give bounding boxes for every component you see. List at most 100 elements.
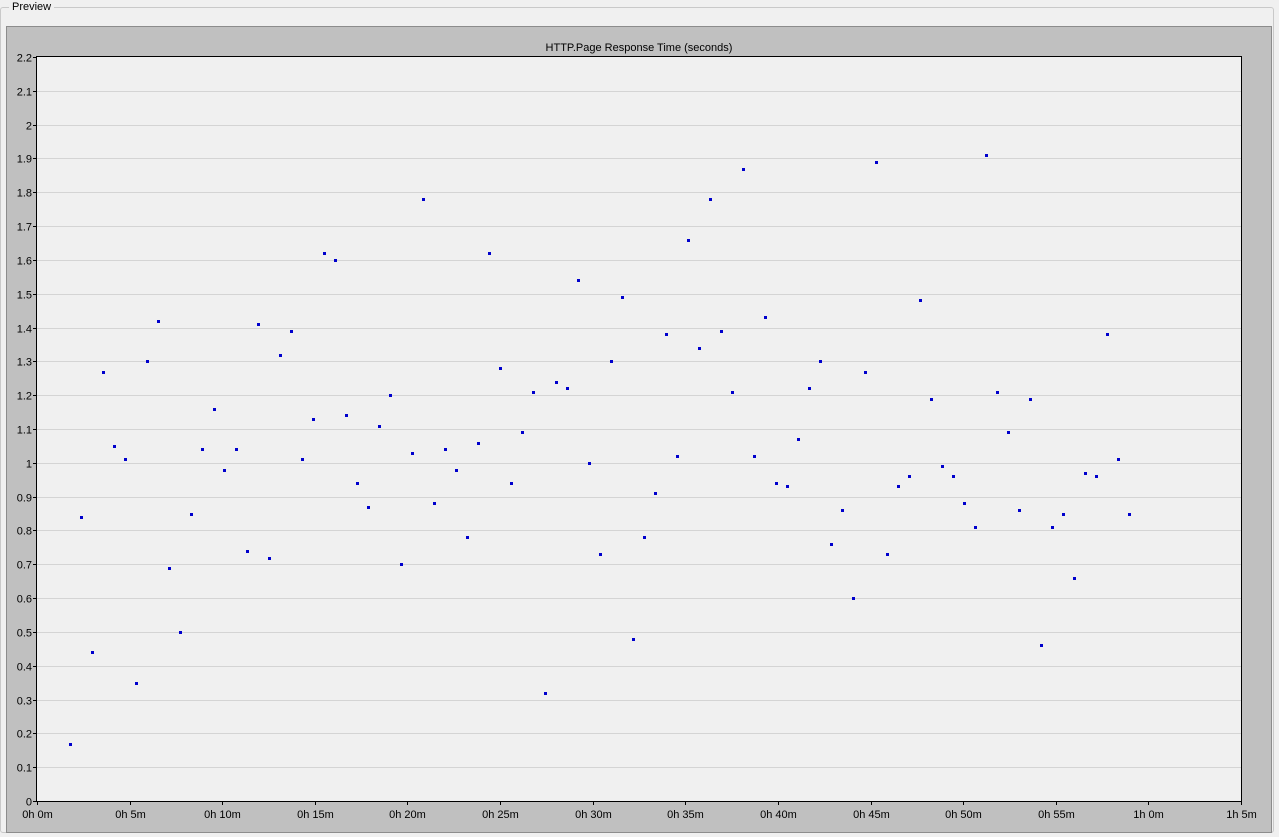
y-tick-label: 0.1 — [17, 763, 32, 775]
x-tick-label: 0h 50m — [945, 809, 982, 821]
data-point — [599, 553, 602, 556]
data-point — [841, 509, 844, 512]
data-point — [521, 431, 524, 434]
data-point — [201, 448, 204, 451]
x-tick-label: 1h 5m — [1226, 809, 1257, 821]
y-tick-label: 0.9 — [17, 493, 32, 505]
data-point — [1029, 398, 1032, 401]
data-point — [190, 513, 193, 516]
data-point — [411, 452, 414, 455]
data-point — [146, 360, 149, 363]
x-axis: 0h 0m 0h 5m 0h 10m 0h 15m 0h 20m 0h 25m 0h 30m… — [22, 801, 1257, 821]
data-point — [665, 333, 668, 336]
preview-group-label: Preview — [9, 0, 55, 14]
data-point — [378, 425, 381, 428]
data-point — [488, 252, 491, 255]
data-point — [985, 154, 988, 157]
data-point — [235, 448, 238, 451]
data-point — [621, 296, 624, 299]
y-tick-label: 0.3 — [17, 696, 32, 708]
x-tick-label: 0h 15m — [297, 809, 334, 821]
data-point — [643, 536, 646, 539]
data-point — [930, 398, 933, 401]
data-point — [1084, 472, 1087, 475]
y-tick-label: 1.3 — [17, 357, 32, 369]
data-point — [113, 445, 116, 448]
data-point — [157, 320, 160, 323]
data-point — [532, 391, 535, 394]
y-tick-label: 0.8 — [17, 526, 32, 538]
y-tick-label: 1.5 — [17, 290, 32, 302]
data-point — [676, 455, 679, 458]
x-tick-label: 0h 5m — [115, 809, 146, 821]
data-point — [246, 550, 249, 553]
data-point — [466, 536, 469, 539]
data-points — [69, 154, 1131, 746]
data-point — [864, 371, 867, 374]
chart-title: HTTP.Page Response Time (seconds) — [546, 42, 733, 54]
data-point — [830, 543, 833, 546]
data-point — [941, 465, 944, 468]
data-point — [102, 371, 105, 374]
x-tick-label: 0h 55m — [1038, 809, 1075, 821]
y-tick-label: 0 — [26, 797, 32, 809]
data-point — [731, 391, 734, 394]
data-point — [720, 330, 723, 333]
data-point — [477, 442, 480, 445]
data-point — [566, 387, 569, 390]
data-point — [323, 252, 326, 255]
y-tick-label: 1.2 — [17, 391, 32, 403]
y-tick-label: 1 — [26, 459, 32, 471]
y-tick-label: 0.5 — [17, 628, 32, 640]
x-tick-label: 0h 0m — [22, 809, 53, 821]
data-point — [312, 418, 315, 421]
data-point — [389, 394, 392, 397]
data-point — [135, 682, 138, 685]
data-point — [555, 381, 558, 384]
data-point — [124, 458, 127, 461]
data-point — [709, 198, 712, 201]
data-point — [1007, 431, 1010, 434]
data-point — [69, 743, 72, 746]
x-tick-label: 1h 0m — [1133, 809, 1164, 821]
data-point — [80, 516, 83, 519]
data-point — [334, 259, 337, 262]
x-tick-label: 0h 20m — [389, 809, 426, 821]
data-point — [356, 482, 359, 485]
y-tick-label: 2 — [26, 121, 32, 133]
data-point — [268, 557, 271, 560]
x-tick-label: 0h 40m — [760, 809, 797, 821]
y-tick-label: 1.8 — [17, 188, 32, 200]
data-point — [1040, 644, 1043, 647]
data-point — [1018, 509, 1021, 512]
data-point — [764, 316, 767, 319]
data-point — [808, 387, 811, 390]
data-point — [919, 299, 922, 302]
data-point — [1073, 577, 1076, 580]
x-tick-label: 0h 45m — [853, 809, 890, 821]
y-axis: 0 0.1 0.2 0.3 0.4 0.5 0.6 0.7 0.8 0.9 1 1.1 1.2 1.3 1.… — [17, 53, 37, 809]
data-point — [797, 438, 800, 441]
data-point — [908, 475, 911, 478]
data-point — [610, 360, 613, 363]
data-point — [301, 458, 304, 461]
y-tick-label: 1.6 — [17, 256, 32, 268]
data-point — [400, 563, 403, 566]
data-point — [179, 631, 182, 634]
x-tick-label: 0h 30m — [575, 809, 612, 821]
data-point — [974, 526, 977, 529]
x-tick-label: 0h 35m — [667, 809, 704, 821]
data-point — [510, 482, 513, 485]
data-point — [963, 502, 966, 505]
data-point — [698, 347, 701, 350]
y-tick-label: 0.4 — [17, 662, 32, 674]
data-point — [422, 198, 425, 201]
y-tick-label: 2.2 — [17, 53, 32, 65]
data-point — [654, 492, 657, 495]
data-point — [290, 330, 293, 333]
data-point — [257, 323, 260, 326]
y-tick-label: 1.9 — [17, 154, 32, 166]
data-point — [952, 475, 955, 478]
data-point — [775, 482, 778, 485]
